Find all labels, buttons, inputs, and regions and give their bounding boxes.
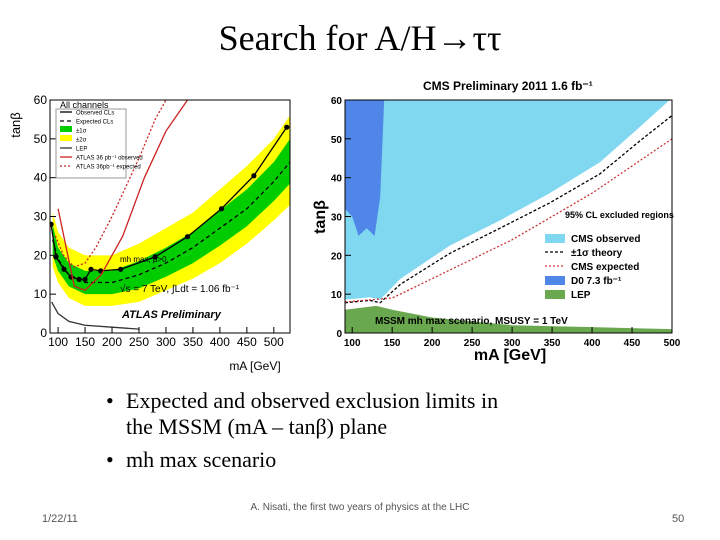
- x-tick-label: 100: [48, 335, 68, 349]
- y-tick-label: 40: [331, 174, 343, 185]
- x-tick-label: 150: [75, 335, 95, 349]
- chart-title: CMS Preliminary 2011 1.6 fb⁻¹: [423, 79, 593, 93]
- legend-label: ATLAS 36 pb⁻¹ observed: [76, 156, 143, 162]
- legend-label: D0 7.3 fb⁻¹: [571, 276, 622, 287]
- x-axis-label: mA [GeV]: [474, 347, 546, 364]
- footer-box: A. Nisati, the first two years of physic…: [250, 502, 470, 513]
- marker: [118, 266, 124, 272]
- x-tick-label: 100: [344, 338, 361, 349]
- y-tick-label: 20: [331, 251, 343, 262]
- y-tick-label: 0: [40, 326, 47, 340]
- y-tick-label: 40: [34, 171, 48, 185]
- x-tick-label: 200: [424, 338, 441, 349]
- annotation: All channels: [60, 100, 109, 110]
- bullet: •: [106, 447, 114, 472]
- marker: [218, 206, 225, 212]
- x-tick-label: 500: [664, 338, 681, 349]
- marker: [61, 266, 67, 272]
- legend-label: ATLAS 36pb⁻¹ expected: [76, 165, 141, 171]
- date: 1/22/11: [42, 513, 78, 525]
- legend-swatch: [60, 135, 72, 141]
- marker: [76, 276, 82, 283]
- x-tick-label: 450: [624, 338, 641, 349]
- bullet-line: Expected and observed exclusion limits i…: [126, 388, 498, 413]
- bullet-text: mh max scenario: [126, 447, 276, 472]
- footer: A. Nisati, the first two years of physic…: [250, 502, 470, 513]
- marker: [88, 266, 94, 272]
- x-tick-label: 300: [504, 338, 521, 349]
- annotation: ATLAS Preliminary: [121, 309, 222, 321]
- y-tick-label: 0: [336, 329, 342, 340]
- x-tick-label: 300: [156, 335, 176, 349]
- annotation: √s = 7 TeV, ∫Ldt = 1.06 fb⁻¹: [120, 283, 240, 295]
- marker: [50, 221, 54, 227]
- annotation: mh max, μ>0: [120, 255, 167, 264]
- area: [345, 100, 385, 236]
- x-tick-label: 250: [129, 335, 149, 349]
- y-tick-label: 30: [331, 213, 343, 224]
- legend-label: ±2σ: [76, 138, 87, 144]
- x-tick-label: 500: [264, 335, 284, 349]
- marker: [152, 254, 158, 260]
- series-group: [345, 100, 672, 333]
- annotation: MSSM mh max scenario, MSUSY = 1 TeV: [375, 316, 568, 327]
- marker: [284, 124, 290, 130]
- legend-label: LEP: [571, 290, 591, 301]
- x-axis-label: mA [GeV]: [229, 359, 280, 373]
- y-tick-label: 60: [34, 93, 48, 107]
- y-tick-label: 20: [34, 248, 48, 262]
- marker: [184, 234, 191, 240]
- line: [345, 115, 672, 304]
- y-tick-label: 10: [34, 287, 48, 301]
- legend-swatch: [60, 126, 72, 132]
- legend-swatch: [545, 276, 565, 285]
- legend-label: LEP: [76, 147, 87, 153]
- y-tick-label: 10: [331, 290, 343, 301]
- legend-swatch: [545, 290, 565, 299]
- y-tick-label: 60: [331, 96, 343, 107]
- bullet: •: [106, 388, 114, 413]
- x-tick-label: 150: [384, 338, 401, 349]
- legend-label: ±1σ theory: [571, 248, 623, 259]
- x-tick-label: 450: [237, 335, 257, 349]
- page-number: 50: [672, 513, 684, 525]
- x-tick-label: 400: [210, 335, 230, 349]
- bullet-text: Expected and observed exclusion limits i…: [126, 388, 498, 439]
- x-tick-label: 200: [102, 335, 122, 349]
- legend-label: CMS expected: [571, 262, 639, 273]
- legend-label: Observed CLs: [76, 111, 114, 117]
- x-tick-label: 250: [464, 338, 481, 349]
- slide-title: Search for A/H→ττ: [219, 18, 502, 58]
- x-tick-label: 350: [544, 338, 561, 349]
- band: [52, 115, 290, 306]
- x-tick-label: 400: [584, 338, 601, 349]
- legend-label: Expected CLs: [76, 120, 113, 126]
- y-tick-label: 50: [331, 135, 343, 146]
- legend-label: ±1σ: [76, 129, 87, 135]
- area: [345, 305, 672, 333]
- y-axis-label: tanβ: [312, 200, 329, 234]
- bullet-line: the MSSM (mA – tanβ) plane: [126, 414, 387, 439]
- line: [51, 301, 140, 330]
- marker: [251, 173, 257, 179]
- y-tick-label: 50: [34, 132, 48, 146]
- marker: [82, 276, 88, 283]
- series-group: [50, 100, 290, 330]
- x-tick-label: 350: [183, 335, 203, 349]
- y-tick-label: 30: [34, 210, 48, 224]
- area: [345, 100, 670, 300]
- line: [345, 138, 672, 303]
- annotation: 95% CL excluded regions: [565, 210, 674, 220]
- legend-swatch: [545, 234, 565, 243]
- y-axis-label: tanβ: [8, 112, 23, 138]
- line: [57, 100, 189, 292]
- legend-label: CMS observed: [571, 234, 640, 245]
